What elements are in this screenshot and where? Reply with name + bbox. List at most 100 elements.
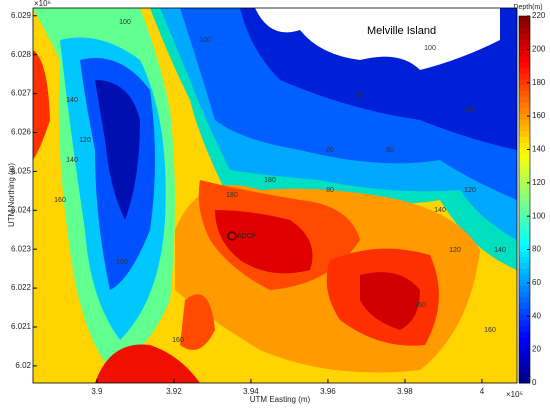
x-tick-label: 3.98 [397, 387, 413, 396]
colorbar-step [519, 119, 530, 126]
colorbar-step [519, 210, 530, 218]
colorbar-step [519, 67, 530, 74]
colorbar-step [519, 90, 530, 97]
colorbar-step [519, 365, 530, 373]
colorbar-tick-label: 60 [532, 278, 541, 287]
x-axis-label: UTM Easting (m) [250, 395, 311, 404]
colorbar-step [519, 331, 530, 338]
colorbar-step [519, 354, 530, 361]
y-tick-label: 6.029 [11, 11, 32, 20]
colorbar-step [519, 371, 530, 378]
colorbar-step [519, 84, 530, 92]
colorbar-step [519, 222, 530, 229]
colorbar-step [519, 274, 530, 281]
x-tick-label: 4 [480, 387, 485, 396]
bathymetry [33, 8, 517, 383]
colorbar-step [519, 285, 530, 292]
colorbar-step [519, 279, 530, 287]
contour-label: 160 [172, 337, 184, 344]
colorbar-step [519, 124, 530, 132]
colorbar-step [519, 216, 530, 223]
colorbar-tick-label: 200 [532, 44, 546, 53]
colorbar-tick-label: 180 [532, 78, 546, 87]
colorbar-step [519, 176, 530, 183]
colorbar-step [519, 107, 530, 114]
y-tick-label: 6.023 [11, 244, 32, 253]
colorbar-step [519, 348, 530, 355]
colorbar-step [519, 142, 530, 149]
colorbar-tick-label: 100 [532, 211, 546, 220]
colorbar-step [519, 302, 530, 309]
y-axis-label: UTM Northing (m) [7, 163, 16, 227]
y-tick-label: 6.026 [11, 128, 32, 137]
colorbar-step [519, 291, 530, 298]
colorbar-step [519, 38, 530, 46]
contour-label: 160 [414, 302, 426, 309]
colorbar-step [519, 239, 530, 246]
colorbar-step [519, 73, 530, 80]
contour-label: 80 [386, 147, 394, 154]
contour-label: 140 [66, 157, 78, 164]
y-tick-label: 6.025 [11, 166, 32, 175]
colorbar-step [519, 153, 530, 160]
colorbar-step [519, 102, 530, 109]
colorbar-step [519, 360, 530, 367]
colorbar-step [519, 27, 530, 34]
colorbar-step [519, 256, 530, 264]
colorbar-tick-label: 40 [532, 311, 541, 320]
x-tick-label: 3.9 [91, 387, 103, 396]
colorbar-tick-label: 160 [532, 111, 546, 120]
colorbar-step [519, 113, 530, 120]
colorbar-step [519, 170, 530, 178]
colorbar-label: Depth(m) [513, 4, 542, 11]
colorbar-tick-label: 220 [532, 11, 546, 20]
x-tick-label: 3.96 [320, 387, 336, 396]
colorbar-step [519, 21, 530, 28]
island-label: Melville Island [367, 25, 436, 37]
colorbar-step [519, 96, 530, 103]
colorbar-step [519, 16, 530, 23]
plot-frame [32, 7, 518, 384]
contour-label: 160 [484, 327, 496, 334]
colorbar-step [519, 342, 530, 350]
colorbar-step [519, 182, 530, 189]
y-tick-label: 6.022 [11, 283, 32, 292]
colorbar-step [519, 319, 530, 327]
colorbar-step [519, 325, 530, 332]
colorbar-step [519, 159, 530, 166]
y-tick-label: 6.024 [11, 205, 32, 214]
colorbar-step [519, 50, 530, 57]
colorbar-step [519, 193, 530, 200]
y-tick-label: 6.02 [15, 361, 31, 370]
contour-label: 100 [464, 107, 476, 114]
contour-label: 60 [356, 92, 364, 99]
contour-label: 100 [116, 259, 128, 266]
colorbar-step [519, 165, 530, 172]
colorbar-step [519, 188, 530, 195]
y-tick-label: 6.028 [11, 50, 32, 59]
y-multiplier: ×10⁶ [34, 0, 51, 8]
colorbar-step [519, 308, 530, 315]
contour-label: 120 [79, 137, 91, 144]
colorbar-step [519, 136, 530, 143]
colorbar-frame [518, 15, 531, 384]
contour-label: 140 [434, 207, 446, 214]
colorbar-tick-label: 20 [532, 345, 541, 354]
y-tick-label: 6.027 [11, 89, 32, 98]
contour-label: 120 [449, 247, 461, 254]
contour-label: 140 [66, 97, 78, 104]
x-multiplier: ×10⁵ [506, 390, 523, 399]
colorbar-step [519, 314, 530, 321]
colorbar-step [519, 233, 530, 241]
contour-label: 100 [424, 45, 436, 52]
contour-label: 100 [199, 37, 211, 44]
colorbar-step [519, 56, 530, 63]
colorbar-step [519, 245, 530, 252]
colorbar-step [519, 228, 530, 235]
colorbar-tick-label: 80 [532, 245, 541, 254]
contour-label: 80 [326, 147, 334, 154]
colorbar-tick-label: 0 [532, 378, 537, 387]
colorbar-tick-label: 120 [532, 178, 546, 187]
contour-label: 80 [326, 187, 334, 194]
